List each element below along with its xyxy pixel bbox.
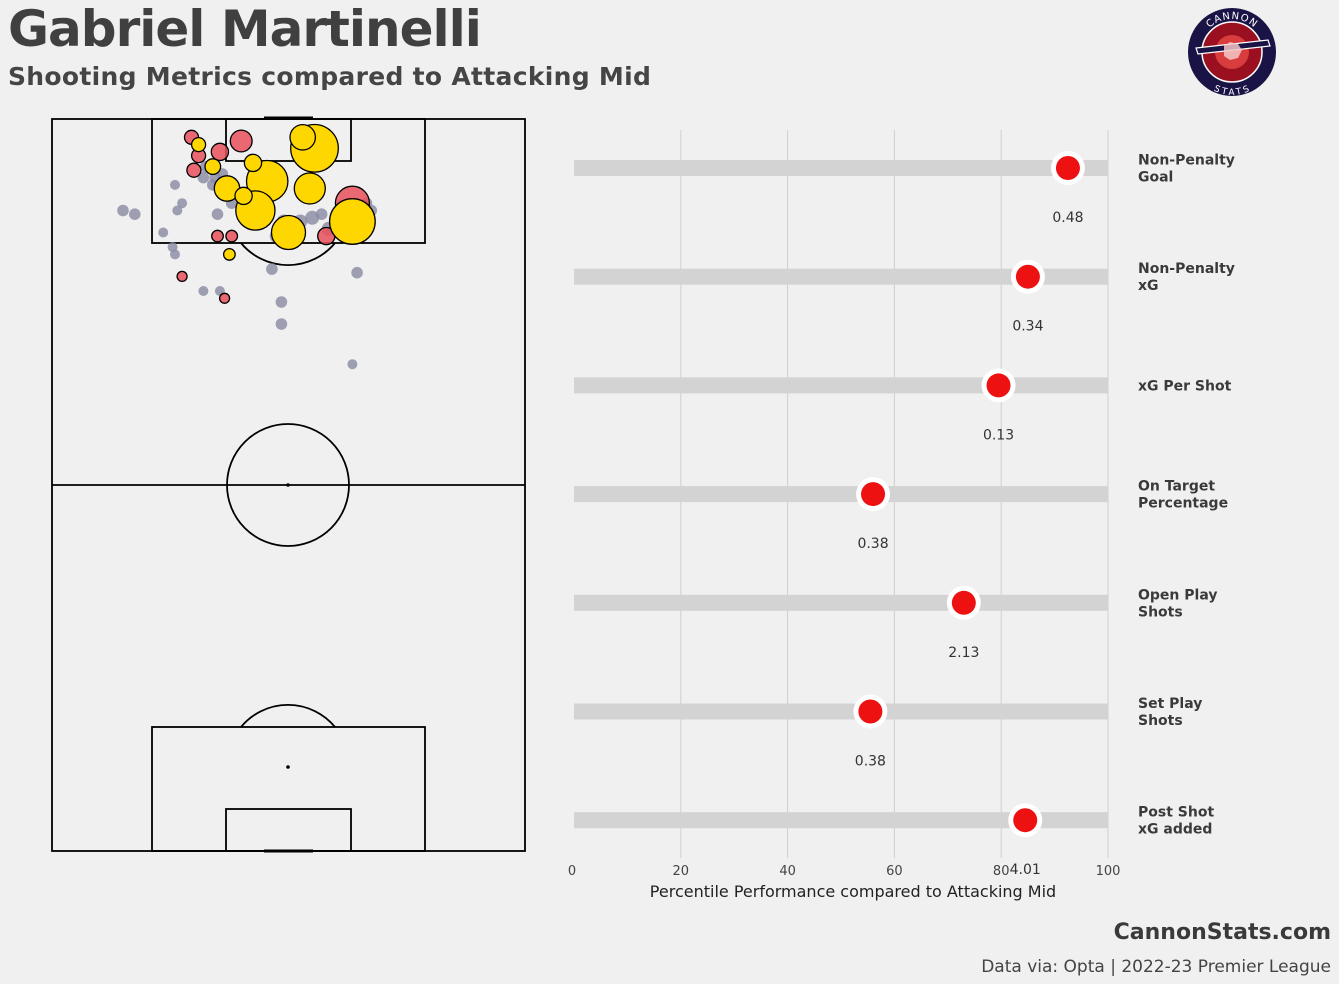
shot-goal [243,153,263,173]
percentile-chart: 0.48 0.34 0.13 0.38 2.13 0.38 4.01 Non-Penalty… [568,130,1235,901]
shot-off-target [170,249,180,260]
shot-off-target [158,227,169,238]
top-penalty-arc [240,242,336,266]
data-source: Data via: Opta | 2022-23 Premier League [981,957,1331,977]
centre-circle [226,423,350,547]
metric-track [574,377,1108,394]
metric-value: 0.34 [1012,319,1043,335]
shot-off-target [275,296,288,308]
metric-track [574,268,1108,285]
x-tick-label: 0 [568,864,576,879]
player-name-title: Gabriel Martinelli [8,0,482,58]
x-tick-label: 20 [673,864,690,879]
shot-goal [204,158,222,176]
shot-on-target [218,292,231,304]
shot-goal [234,186,253,206]
percentile-marker [951,590,976,615]
shot-goal [289,123,317,151]
x-tick-label: 80 [993,864,1010,879]
metric-value: 0.13 [983,427,1014,443]
percentile-marker [986,373,1011,398]
x-axis-title: Percentile Performance compared to Attac… [650,882,1056,901]
shot-goal [328,198,376,245]
metric-label: xG Per Shot [1138,378,1232,394]
value-labels: 0.48 0.34 0.13 0.38 2.13 0.38 4.01 [855,210,1084,878]
shot-off-target [198,286,209,296]
site-name: CannonStats.com [1113,920,1331,945]
shot-map [51,116,526,853]
chart-subtitle: Shooting Metrics compared to Attacking M… [8,62,652,91]
x-tick-label: 40 [779,864,796,879]
bottom-penalty-spot [286,765,290,769]
metric-label: Open Play Shots [1138,587,1217,620]
shot-on-target [211,229,224,243]
metric-label: Non-Penalty Goal [1138,153,1235,186]
shot-off-target [305,210,320,225]
metric-track [574,812,1108,829]
metric-value: 2.13 [948,645,979,661]
percentile-markers [853,151,1085,838]
shot-off-target [177,198,188,209]
percentile-marker [1055,156,1080,180]
metric-labels: Non-Penalty Goal Non-Penalty xG xG Per Shot O… [1138,153,1235,838]
metric-label: On Target Percentage [1138,479,1228,512]
map-shape-icon [1224,42,1242,60]
metric-label: Non-Penalty xG [1138,261,1235,294]
metric-track [574,594,1108,611]
shot-on-target [229,129,253,153]
shot-off-target [170,179,180,190]
metric-tracks [574,160,1108,829]
pitch-lines [51,116,526,853]
metric-value: 0.38 [857,536,888,552]
shot-off-target [211,208,224,220]
shot-off-target [351,266,363,279]
shot-goal [222,247,236,261]
cannon-stats-logo: CANNON STATS [1188,8,1276,98]
x-tick-label: 60 [886,864,903,879]
logo-bottom-text: STATS [1212,84,1251,98]
metric-track [574,486,1108,503]
centre-spot [286,483,290,487]
shot-off-target [347,359,358,370]
shot-off-target [315,208,328,220]
shot-off-target [197,171,210,184]
shot-off-target [129,208,141,220]
shot-goal [190,136,207,153]
percentile-marker [861,482,886,507]
x-tick-label: 100 [1096,864,1121,879]
shot-goal [270,214,307,251]
percentile-marker [1015,264,1040,289]
metric-value: 0.48 [1052,210,1083,226]
metric-label: Post Shot xG added [1138,805,1214,838]
metric-value: 0.38 [855,754,886,770]
shot-goal [293,172,326,205]
metric-track [574,703,1108,720]
shot-off-target [172,205,183,216]
shot-on-target [210,142,230,162]
shot-on-target [225,229,239,243]
shot-off-target [266,263,278,275]
svg-text:STATS: STATS [1212,84,1252,98]
shot-off-target [117,204,129,217]
metric-track [574,160,1108,176]
bottom-penalty-arc [240,704,336,728]
shot-on-target [176,270,188,283]
x-axis-ticks: 0 20 40 60 80 100 [568,864,1121,879]
percentile-marker [858,699,883,724]
shot-on-target [186,162,202,178]
shot-off-target [275,318,288,330]
shot-markers [117,123,378,370]
metric-label: Set Play Shots [1138,696,1202,729]
metric-value: 4.01 [1010,862,1041,878]
percentile-marker [1013,808,1038,833]
